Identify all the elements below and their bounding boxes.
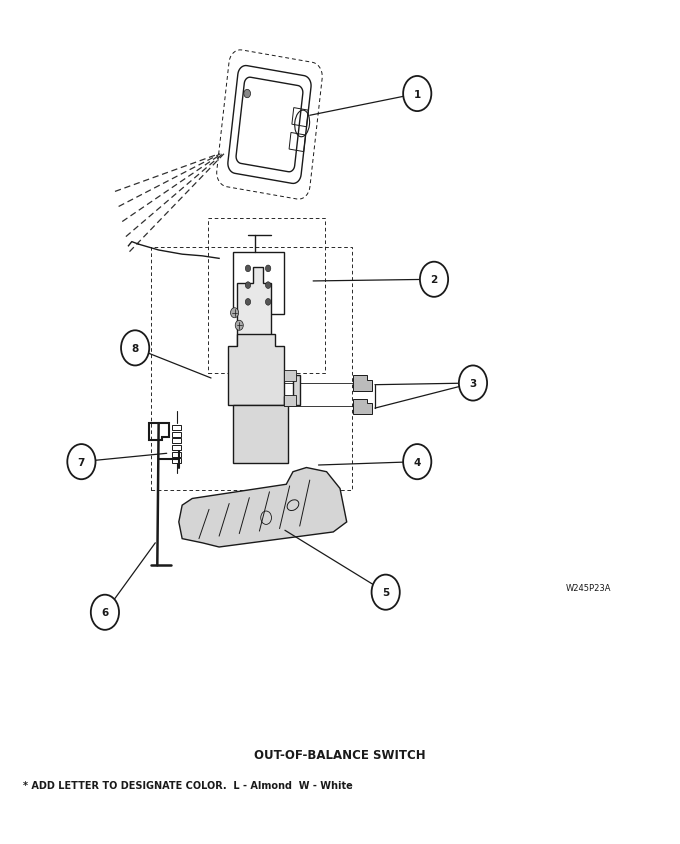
Bar xyxy=(172,452,182,457)
Bar xyxy=(172,459,182,464)
Bar xyxy=(172,439,182,444)
Circle shape xyxy=(121,331,149,366)
Bar xyxy=(233,252,284,315)
Polygon shape xyxy=(284,376,300,405)
Circle shape xyxy=(231,308,239,318)
Circle shape xyxy=(265,283,271,289)
Text: 5: 5 xyxy=(382,587,389,598)
Bar xyxy=(172,446,182,451)
Circle shape xyxy=(91,595,119,630)
Circle shape xyxy=(245,266,251,273)
Bar xyxy=(284,371,296,381)
Polygon shape xyxy=(179,468,347,548)
Circle shape xyxy=(67,445,95,479)
Bar xyxy=(207,219,325,374)
Text: * ADD LETTER TO DESIGNATE COLOR.  L - Almond  W - White: * ADD LETTER TO DESIGNATE COLOR. L - Alm… xyxy=(23,781,353,791)
Circle shape xyxy=(403,445,431,479)
Bar xyxy=(172,425,182,430)
Text: 7: 7 xyxy=(78,457,85,467)
Text: W245P23A: W245P23A xyxy=(566,583,611,592)
Polygon shape xyxy=(228,334,284,405)
Text: 2: 2 xyxy=(430,275,438,285)
Circle shape xyxy=(245,299,251,306)
Circle shape xyxy=(265,266,271,273)
Bar xyxy=(150,248,352,490)
Circle shape xyxy=(459,366,487,401)
Circle shape xyxy=(235,321,243,331)
Text: 8: 8 xyxy=(131,344,139,354)
Polygon shape xyxy=(354,376,372,391)
Text: OUT-OF-BALANCE SWITCH: OUT-OF-BALANCE SWITCH xyxy=(254,748,426,761)
Text: 1: 1 xyxy=(413,89,421,100)
Text: 4: 4 xyxy=(413,457,421,467)
Circle shape xyxy=(245,283,251,289)
Circle shape xyxy=(244,90,250,99)
Circle shape xyxy=(371,575,400,610)
Bar xyxy=(172,432,182,437)
Polygon shape xyxy=(237,268,271,351)
Circle shape xyxy=(420,262,448,297)
Polygon shape xyxy=(233,405,288,464)
Bar xyxy=(284,395,296,407)
Text: 3: 3 xyxy=(469,379,477,388)
Circle shape xyxy=(403,77,431,112)
Text: 6: 6 xyxy=(101,608,109,618)
Polygon shape xyxy=(354,399,372,414)
Circle shape xyxy=(265,299,271,306)
